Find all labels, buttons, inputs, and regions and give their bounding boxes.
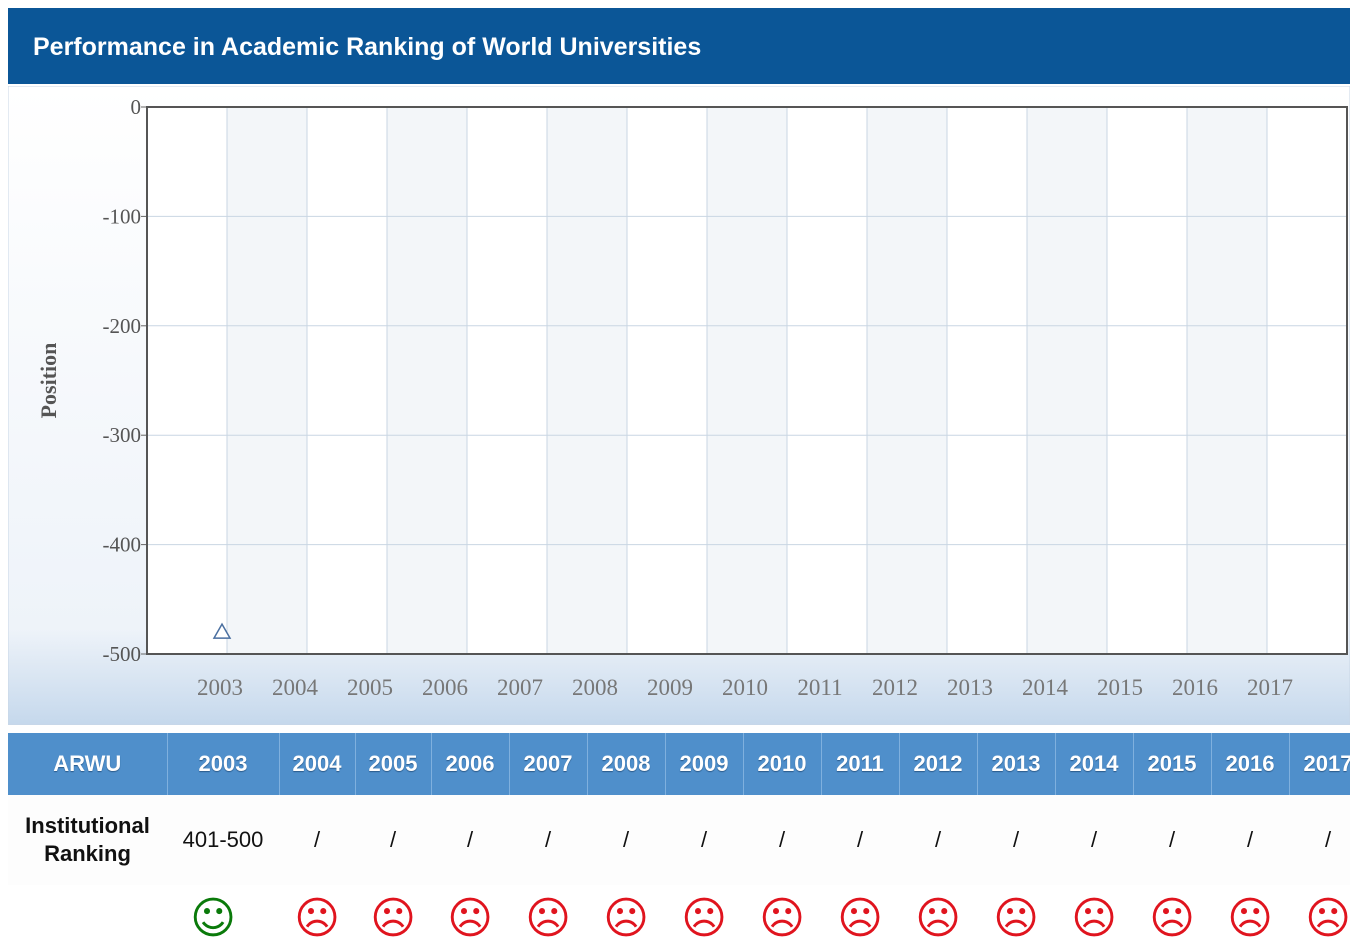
cell: / xyxy=(1211,795,1289,885)
status-icon: ☹ xyxy=(1071,893,1117,944)
x-tick-label: 2007 xyxy=(497,675,543,700)
status-icon: ☹ xyxy=(915,893,961,944)
cell: / xyxy=(1289,795,1350,885)
x-tick-label: 2006 xyxy=(422,675,468,700)
cell: / xyxy=(1133,795,1211,885)
status-icon: ☹ xyxy=(525,893,571,944)
x-tick-label: 2015 xyxy=(1097,675,1143,700)
status-icon: ☹ xyxy=(759,893,805,944)
cell: / xyxy=(1055,795,1133,885)
status-icon: ☹ xyxy=(294,893,340,944)
header-cell: 2004 xyxy=(279,733,356,795)
header-cell: 2016 xyxy=(1211,733,1290,795)
cell: / xyxy=(509,795,587,885)
column-band xyxy=(707,107,787,654)
header-row: ARWU 2003 2004 2005 2006 2007 2008 2009 2010 2011… xyxy=(8,733,1350,795)
x-tick-label: 2009 xyxy=(647,675,693,700)
x-tick-label: 2016 xyxy=(1172,675,1218,700)
cell: / xyxy=(665,795,743,885)
cell: / xyxy=(279,795,355,885)
header-cell: 2007 xyxy=(509,733,588,795)
x-tick-label: 2008 xyxy=(572,675,618,700)
y-tick-label: -500 xyxy=(103,642,142,666)
y-tick-label: -200 xyxy=(103,314,142,338)
column-band xyxy=(547,107,627,654)
x-tick-label: 2017 xyxy=(1247,675,1293,700)
header-cell: 2010 xyxy=(743,733,822,795)
panel-title: Performance in Academic Ranking of World… xyxy=(8,8,1350,84)
plot-border xyxy=(146,106,1348,655)
column-band xyxy=(867,107,947,654)
status-icon: ☹ xyxy=(1305,893,1350,944)
status-icon: ☹ xyxy=(603,893,649,944)
header-cell: 2017 xyxy=(1289,733,1350,795)
x-tick-label: 2005 xyxy=(347,675,393,700)
y-tick-label: 0 xyxy=(131,95,142,119)
cell: / xyxy=(743,795,821,885)
cell: / xyxy=(587,795,665,885)
ranking-table: ARWU 2003 2004 2005 2006 2007 2008 2009 2010 2011… xyxy=(8,733,1350,885)
cell: / xyxy=(899,795,977,885)
x-tick-label: 2011 xyxy=(797,675,842,700)
y-tick-label: -300 xyxy=(103,423,142,447)
icon-row: ☺ ☹ ☹ ☹ ☹ ☹ ☹ ☹ ☹ ☹ ☹ ☹ ☹ ☹ ☹ xyxy=(8,895,1350,943)
cell: Institutional Ranking xyxy=(8,795,167,885)
cell: / xyxy=(431,795,509,885)
column-band xyxy=(227,107,307,654)
y-tick-label: -400 xyxy=(103,533,142,557)
x-tick-label: 2013 xyxy=(947,675,993,700)
cell: 401-500 xyxy=(167,795,279,885)
chart: 0 -100 -200 -300 -400 -500 Position 2003 2004 200… xyxy=(8,86,1350,725)
header-cell: 2006 xyxy=(431,733,510,795)
header-cell: 2015 xyxy=(1133,733,1212,795)
cell: / xyxy=(355,795,431,885)
header-cell: 2013 xyxy=(977,733,1056,795)
cell: / xyxy=(821,795,899,885)
y-axis-label: Position xyxy=(36,343,61,419)
marker xyxy=(212,622,232,639)
y-tick-label: -100 xyxy=(103,204,142,228)
header-cell: 2009 xyxy=(665,733,744,795)
column-band xyxy=(387,107,467,654)
status-icon: ☹ xyxy=(447,893,493,944)
header-cell: 2012 xyxy=(899,733,978,795)
status-icon: ☹ xyxy=(370,893,416,944)
column-band xyxy=(1027,107,1107,654)
header-cell: 2011 xyxy=(821,733,900,795)
status-icon: ☹ xyxy=(1227,893,1273,944)
header-cell: 2014 xyxy=(1055,733,1134,795)
status-icon: ☹ xyxy=(993,893,1039,944)
column-band xyxy=(1187,107,1267,654)
x-tick-label: 2004 xyxy=(272,675,319,700)
status-icon: ☹ xyxy=(681,893,727,944)
header-cell: ARWU xyxy=(8,733,168,795)
status-icon: ☺ xyxy=(190,893,236,944)
data-row: Institutional Ranking 401-500// / / / / / / / / / /… xyxy=(8,795,1350,885)
header-cell: 2003 xyxy=(167,733,280,795)
status-icon: ☹ xyxy=(837,893,883,944)
cell: / xyxy=(977,795,1055,885)
x-tick-label: 2010 xyxy=(722,675,768,700)
status-icon: ☹ xyxy=(1149,893,1195,944)
header-cell: 2008 xyxy=(587,733,666,795)
x-tick-label: 2012 xyxy=(872,675,918,700)
x-tick-label: 2003 xyxy=(197,675,243,700)
x-tick-label: 2014 xyxy=(1022,675,1069,700)
header-cell: 2005 xyxy=(355,733,432,795)
